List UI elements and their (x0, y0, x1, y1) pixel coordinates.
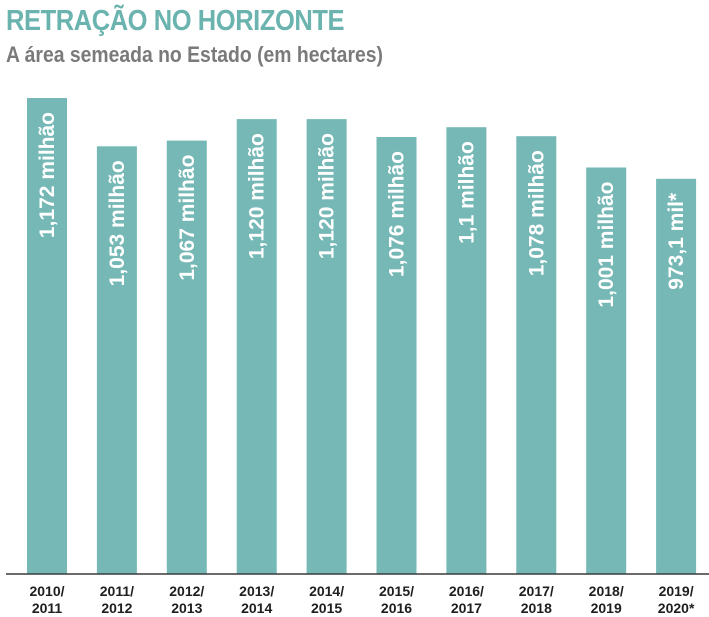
x-tick-label: 2017/2018 (519, 583, 554, 616)
bar-value-label: 1,078 milhão (525, 150, 548, 276)
bar-value-label: 1,067 milhão (176, 155, 199, 281)
bar (586, 167, 627, 574)
bar (306, 119, 347, 574)
x-tick-label: 2012/2013 (169, 583, 204, 616)
bars-group: 1,172 milhão 1,053 milhão 1,067 milhão 1,12… (27, 98, 697, 575)
bar-value-label: 1,120 milhão (246, 133, 269, 259)
x-tick-label: 2013/2014 (239, 583, 274, 616)
bar (446, 127, 487, 574)
bar-value-label: 973,1 mil* (665, 192, 688, 290)
bar-value-label: 1,053 milhão (106, 160, 129, 286)
x-tick-label: 2019/2020* (658, 583, 695, 616)
bar-value-label: 1,1 milhão (455, 141, 478, 244)
x-tick-label: 2014/2015 (309, 583, 344, 616)
x-tick-label: 2011/2012 (100, 583, 134, 616)
bar (236, 119, 277, 574)
bar (96, 146, 137, 575)
x-tick-labels: 2010/2011 2011/2012 2012/2013 2013/2014 2014… (29, 583, 694, 616)
x-tick-label: 2018/2019 (589, 583, 624, 616)
bar (516, 136, 557, 574)
bar-value-label: 1,120 milhão (316, 133, 339, 259)
chart-subtitle: A área semeada no Estado (em hectares) (6, 42, 383, 67)
chart-title: RETRAÇÃO NO HORIZONTE (6, 5, 345, 37)
bar-value-label: 1,172 milhão (36, 112, 59, 238)
bar (166, 140, 207, 574)
bar-value-label: 1,076 milhão (386, 151, 409, 277)
bar (376, 137, 417, 574)
bar-value-label: 1,001 milhão (595, 182, 618, 308)
x-tick-label: 2010/2011 (29, 583, 64, 616)
bar (656, 178, 697, 575)
x-tick-label: 2015/2016 (379, 583, 414, 616)
x-tick-label: 2016/2017 (449, 583, 484, 616)
bar (27, 98, 67, 574)
